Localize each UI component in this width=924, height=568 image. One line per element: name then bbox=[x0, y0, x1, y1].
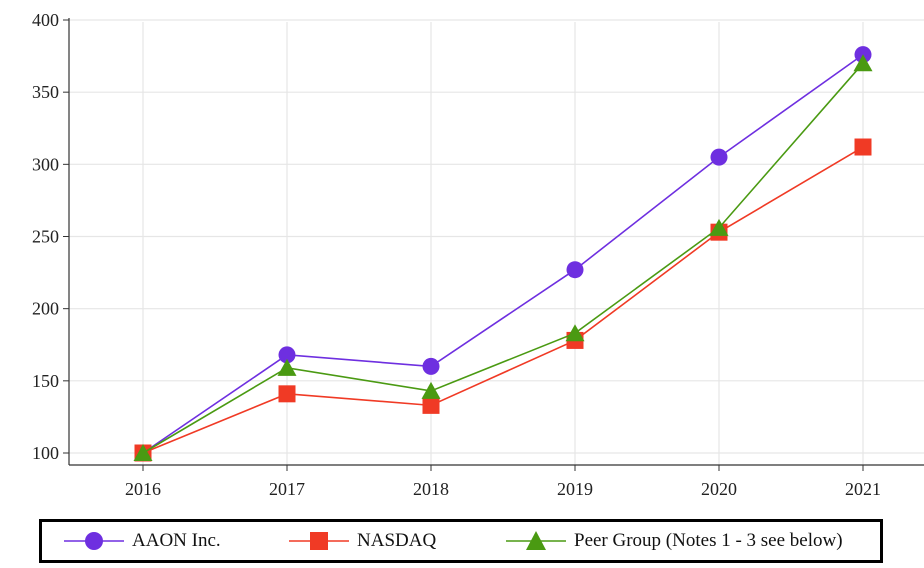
series-line-peer-group-notes-1-3-see-below bbox=[142, 62, 864, 454]
point-peer-group-notes-1-3-see-below-2017 bbox=[277, 358, 297, 376]
y-tick-label-200: 200 bbox=[32, 299, 59, 319]
axes bbox=[68, 18, 924, 466]
legend-item-peer-group: Peer Group (Notes 1 - 3 see below) bbox=[504, 522, 843, 560]
y-tick-label-150: 150 bbox=[32, 371, 59, 391]
x-tick-label-2018: 2018 bbox=[413, 479, 449, 499]
series-line-aaon-inc bbox=[142, 53, 864, 454]
point-aaon-inc-2017 bbox=[278, 346, 296, 364]
point-nasdaq-2021 bbox=[854, 138, 872, 156]
legend-item-aaon: AAON Inc. bbox=[62, 522, 221, 560]
point-peer-group-notes-1-3-see-below-2018 bbox=[421, 381, 441, 399]
x-tick-label-2016: 2016 bbox=[125, 479, 161, 499]
x-tick-label-2020: 2020 bbox=[701, 479, 737, 499]
legend-label-aaon: AAON Inc. bbox=[132, 530, 221, 551]
legend-label-peer-group: Peer Group (Notes 1 - 3 see below) bbox=[574, 530, 843, 551]
point-aaon-inc-2019 bbox=[566, 261, 584, 279]
point-peer-group-notes-1-3-see-below-2019 bbox=[565, 324, 585, 342]
y-tick-label-100: 100 bbox=[32, 443, 59, 463]
legend: AAON Inc. NASDAQ Peer Group (Notes 1 - 3… bbox=[39, 519, 883, 563]
x-axis-ticks: 2016 2017 2018 2019 2020 2021 bbox=[125, 465, 881, 499]
point-nasdaq-2017 bbox=[278, 385, 296, 403]
grid bbox=[69, 19, 924, 465]
series-line-nasdaq bbox=[142, 146, 864, 454]
legend-swatch-aaon bbox=[64, 532, 124, 550]
legend-swatch-peer-group bbox=[506, 531, 566, 550]
legend-swatch-nasdaq bbox=[289, 532, 349, 550]
y-tick-label-300: 300 bbox=[32, 154, 59, 174]
x-tick-label-2019: 2019 bbox=[557, 479, 593, 499]
legend-item-nasdaq: NASDAQ bbox=[287, 522, 436, 560]
point-aaon-inc-2018 bbox=[422, 357, 440, 375]
point-peer-group-notes-1-3-see-below-2021 bbox=[853, 54, 873, 72]
y-tick-label-350: 350 bbox=[32, 82, 59, 102]
point-peer-group-notes-1-3-see-below-2016 bbox=[133, 444, 153, 461]
y-tick-label-250: 250 bbox=[32, 227, 59, 247]
y-axis-ticks: 100 150 200 250 300 350 400 bbox=[32, 10, 69, 463]
x-tick-label-2021: 2021 bbox=[845, 479, 881, 499]
series-group bbox=[133, 46, 873, 462]
point-nasdaq-2018 bbox=[422, 396, 440, 414]
y-tick-label-400: 400 bbox=[32, 10, 59, 30]
point-peer-group-notes-1-3-see-below-2020 bbox=[709, 218, 729, 236]
point-aaon-inc-2020 bbox=[710, 148, 728, 166]
x-tick-label-2017: 2017 bbox=[269, 479, 305, 499]
legend-label-nasdaq: NASDAQ bbox=[357, 530, 437, 551]
